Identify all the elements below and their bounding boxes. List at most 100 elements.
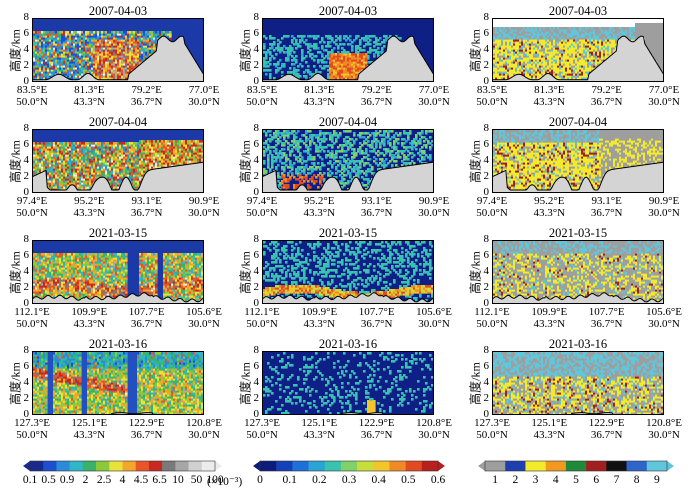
- colorbar-2-segment: [405, 461, 423, 471]
- panel-r3-backscatter-xtick: 112.1°E 50.0°N: [6, 306, 58, 330]
- panel-r4-classification-lat-tick: 36.7°N: [590, 429, 623, 441]
- colorbar-3-tick: 5: [573, 474, 579, 486]
- panel-r1-classification-lat-tick: 30.0°N: [648, 96, 680, 108]
- panel-r3-depolarization-lon-tick: 109.9°E: [301, 306, 338, 318]
- panel-r4-classification-xtick: 125.1°E 43.3°N: [523, 417, 575, 441]
- panel-r2-classification-lat-tick: 50.0°N: [476, 207, 508, 219]
- panel-r1-backscatter-ytick: 6: [23, 27, 30, 39]
- panel-r3-classification-ytick: 4: [483, 265, 490, 277]
- panel-r2-backscatter-svg: [33, 130, 203, 192]
- panel-r1-backscatter-svg: [33, 19, 203, 81]
- colorbar-2-segment: [308, 461, 326, 471]
- panel-r4-depolarization-ytick: 8: [253, 344, 260, 356]
- panel-r4-backscatter-ytick: 0: [23, 408, 30, 420]
- panel-r2-backscatter-ytick: 4: [23, 154, 30, 166]
- panel-r3-backscatter-lat-tick: 30.0°N: [188, 318, 220, 330]
- panel-r4-classification-lon-tick: 120.8°E: [646, 417, 682, 429]
- panel-r2-depolarization-ytick: 2: [253, 170, 260, 182]
- panel-r4-classification-ytick: 2: [483, 392, 490, 404]
- colorbar-3-tick: 3: [532, 474, 539, 486]
- panel-r4-depolarization-xtick: 127.3°E 50.0°N: [236, 417, 288, 441]
- panel-r2-backscatter-cells: [33, 140, 203, 191]
- colorbar-1-segment: [162, 461, 176, 471]
- panel-r4-depolarization-ytick: 6: [253, 360, 260, 372]
- panel-r3-depolarization-ytick: 2: [253, 281, 260, 293]
- panel-r4-depolarization-xtick: 120.8°E 30.0°N: [408, 417, 460, 441]
- panel-r3-backscatter-xtick: 105.6°E 30.0°N: [178, 306, 230, 330]
- colorbar-1-tick: 2: [82, 474, 89, 486]
- panel-r3-classification-lon-tick: 107.7°E: [588, 306, 625, 318]
- panel-r4-backscatter-plot: [32, 351, 204, 415]
- panel-r1-classification-terrain-outline: [493, 35, 663, 81]
- panel-r1-depolarization-lat-tick: 36.7°N: [360, 96, 393, 108]
- colorbar-1-arrow-high: [215, 461, 222, 471]
- colorbar-2-frame: [259, 460, 439, 472]
- panel-r3-backscatter-xtick: 109.9°E 43.3°N: [63, 306, 115, 330]
- panel-r2-classification-ytick: 2: [483, 170, 490, 182]
- panel-r2-classification-lat-tick: 36.7°N: [590, 207, 623, 219]
- panel-r3-backscatter-lon-tick: 109.9°E: [71, 306, 108, 318]
- panel-r2-backscatter-lon-tick: 90.9°E: [188, 195, 220, 207]
- panel-r1-backscatter-xtick: 79.2°E 36.7°N: [121, 84, 173, 108]
- panel-r2-backscatter-terrain: [33, 162, 203, 192]
- panel-r4-backscatter-xtick: 127.3°E 50.0°N: [6, 417, 58, 441]
- panel-r3-backscatter-svg: [33, 241, 203, 303]
- panel-r4-classification-ytick: 4: [483, 376, 490, 388]
- panel-r2-backscatter-terrain-outline: [33, 161, 203, 191]
- panel-r3-depolarization-lat-tick: 36.7°N: [360, 318, 393, 330]
- panel-r2-backscatter-plot: [32, 129, 204, 193]
- panel-r4-depolarization-lon-tick: 122.9°E: [358, 417, 395, 429]
- panel-r1-backscatter-lon-tick: 83.5°E: [16, 84, 48, 96]
- panel-r3-depolarization-lon-tick: 107.7°E: [358, 306, 395, 318]
- panel-r1-backscatter-cells: [33, 31, 172, 80]
- panel-r4-classification-lat-tick: 43.3°N: [533, 429, 566, 441]
- panel-r3-backscatter-ytick: 2: [23, 281, 30, 293]
- colorbar-3-segment: [485, 461, 506, 471]
- panel-r3-depolarization-lon-tick: 112.1°E: [244, 306, 280, 318]
- panel-r3-depolarization-plot: [262, 240, 434, 304]
- panel-r3-depolarization-ytick: 8: [253, 233, 260, 245]
- colorbar-1-tick: 6.5: [152, 474, 167, 486]
- panel-r4-classification-lat-tick: 30.0°N: [648, 429, 680, 441]
- panel-r4-classification-lat-tick: 50.0°N: [476, 429, 508, 441]
- panel-r3-classification-cells: [493, 241, 663, 303]
- colorbar-3-segment: [525, 461, 546, 471]
- colorbar-1-tick: 100: [206, 474, 224, 486]
- panel-r1-classification-xtick: 83.5°E 50.0°N: [466, 84, 518, 108]
- panel-r3-depolarization-xtick: 105.6°E 30.0°N: [408, 306, 460, 330]
- colorbar-3-tick: 1: [492, 474, 498, 486]
- panel-r2-backscatter-lon-tick: 97.4°E: [16, 195, 48, 207]
- panel-r3-classification-xtick: 107.7°E 36.7°N: [581, 306, 633, 330]
- panel-r4-classification-lon-tick: 125.1°E: [531, 417, 568, 429]
- panel-r1-depolarization-lon-tick: 79.2°E: [361, 84, 392, 96]
- panel-r3-backscatter-terrain: [33, 292, 203, 303]
- panel-r1-backscatter-lat-tick: 50.0°N: [16, 96, 48, 108]
- panel-r2-backscatter-lat-tick: 50.0°N: [16, 207, 48, 219]
- panel-r2-depolarization-svg: [263, 130, 433, 192]
- panel-r2-depolarization-lon-tick: 95.2°E: [304, 195, 335, 207]
- panel-r3-depolarization-cells: [263, 241, 433, 302]
- panel-r1-classification-ytick: 2: [483, 59, 490, 71]
- panel-r4-backscatter-xtick: 120.8°E 30.0°N: [178, 417, 230, 441]
- panel-r3-depolarization-lon-tick: 105.6°E: [416, 306, 452, 318]
- colorbar-1-frame: [29, 460, 216, 472]
- panel-r3-backscatter-ytick: 6: [23, 249, 30, 261]
- panel-r2-depolarization-xtick: 93.1°E 36.7°N: [351, 195, 403, 219]
- panel-r4-depolarization-lon-tick: 125.1°E: [301, 417, 338, 429]
- colorbar-2-segment: [389, 461, 406, 471]
- colorbar-3-segment: [606, 461, 627, 471]
- colorbar-2-segment: [292, 461, 309, 471]
- panel-r4-classification-xtick: 127.3°E 50.0°N: [466, 417, 518, 441]
- panel-r3-backscatter-lat-tick: 43.3°N: [73, 318, 106, 330]
- panel-r1-backscatter-xtick: 81.3°E 43.3°N: [63, 84, 115, 108]
- panel-r1-backscatter-ytick: 2: [23, 59, 30, 71]
- panel-r2-backscatter-ytick: 6: [23, 138, 30, 150]
- panel-r3-depolarization-xtick: 112.1°E 50.0°N: [236, 306, 288, 330]
- panel-r3-depolarization-ytick: 6: [253, 249, 260, 261]
- panel-r2-classification-plot: [492, 129, 664, 193]
- colorbar-3-frame: [484, 460, 668, 472]
- panel-r1-backscatter-xtick: 77.0°E 30.0°N: [178, 84, 230, 108]
- colorbar-2-tick: 0.6: [430, 474, 446, 486]
- panel-r3-classification-xtick: 105.6°E 30.0°N: [638, 306, 690, 330]
- panel-r3-classification-lon-tick: 105.6°E: [646, 306, 682, 318]
